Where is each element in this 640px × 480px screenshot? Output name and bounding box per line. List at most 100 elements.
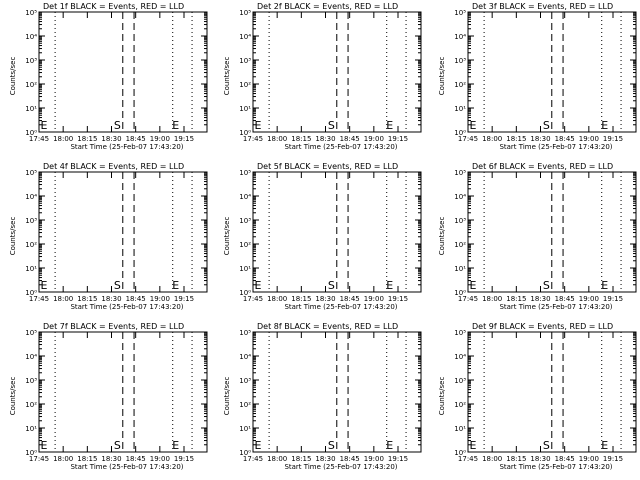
x-tick-label: 17:45 <box>29 135 49 143</box>
y-tick-label: 10¹ <box>25 425 37 433</box>
y-tick-label: 10⁵ <box>454 329 466 337</box>
y-tick-label: 10² <box>239 81 251 89</box>
y-tick-label: 10³ <box>454 377 466 385</box>
x-tick-label: 19:00 <box>150 455 170 463</box>
x-tick-label: 18:30 <box>530 135 550 143</box>
start-marker: S <box>114 279 121 292</box>
x-tick-label: 19:15 <box>174 295 194 303</box>
y-tick-label: 10¹ <box>25 265 37 273</box>
x-tick-label: 18:30 <box>101 135 121 143</box>
y-tick-label: 10⁰ <box>454 449 466 457</box>
y-tick-label: 10² <box>25 401 37 409</box>
plot-frame <box>252 331 422 453</box>
y-tick-label: 10¹ <box>239 265 251 273</box>
x-tick-label: 18:00 <box>482 455 502 463</box>
end-marker: E <box>386 439 393 452</box>
x-tick-label: 19:15 <box>603 135 623 143</box>
x-tick-label: 19:15 <box>388 135 408 143</box>
y-tick-label: 10¹ <box>239 425 251 433</box>
start-marker: S <box>543 439 550 452</box>
x-tick-label: 18:30 <box>315 135 335 143</box>
y-tick-label: 10⁴ <box>25 193 37 201</box>
y-tick-label: 10⁵ <box>25 169 37 177</box>
x-tick-label: 17:45 <box>458 295 478 303</box>
x-tick-label: 18:00 <box>267 135 287 143</box>
detector-panel-9: Det 9f BLACK = Events, RED = LLD 10⁰ 10¹ 10… <box>438 322 637 471</box>
x-tick-label: 19:00 <box>364 135 384 143</box>
x-tick-label: 17:45 <box>243 135 263 143</box>
plot-frame <box>38 171 208 293</box>
detector-panel-4: Det 4f BLACK = Events, RED = LLD 10⁰ 10¹ 10… <box>9 162 208 311</box>
y-tick-label: 10³ <box>239 377 251 385</box>
y-tick-label: 10² <box>454 401 466 409</box>
plot-frame <box>252 11 422 133</box>
edge-marker: E <box>470 279 477 292</box>
x-tick-label: 18:00 <box>267 455 287 463</box>
x-tick-label: 18:30 <box>101 455 121 463</box>
y-tick-label: 10¹ <box>454 265 466 273</box>
y-tick-label: 10⁰ <box>239 129 251 137</box>
edge-marker: E <box>255 279 262 292</box>
y-tick-label: 10² <box>454 241 466 249</box>
start-marker: S <box>543 119 550 132</box>
y-tick-label: 10⁴ <box>239 193 251 201</box>
x-tick-label: 18:30 <box>315 295 335 303</box>
x-axis-label: Start Time (25-Feb-07 17:43:20) <box>499 303 612 311</box>
x-tick-label: 18:45 <box>126 455 146 463</box>
y-tick-label: 10⁵ <box>239 329 251 337</box>
x-axis-label: Start Time (25-Feb-07 17:43:20) <box>70 303 183 311</box>
x-tick-label: 17:45 <box>458 135 478 143</box>
x-tick-label: 18:15 <box>291 295 311 303</box>
y-axis-label: Counts/sec <box>438 217 446 256</box>
start-marker: S <box>328 279 335 292</box>
detector-panel-2: Det 2f BLACK = Events, RED = LLD 10⁰ 10¹ 10… <box>223 2 422 151</box>
x-tick-label: 18:15 <box>291 135 311 143</box>
x-tick-label: 18:45 <box>340 455 360 463</box>
plot-frame <box>467 331 637 453</box>
y-tick-label: 10⁵ <box>25 329 37 337</box>
y-axis-label: Counts/sec <box>223 57 231 96</box>
y-axis-label: Counts/sec <box>9 377 17 416</box>
detector-panel-5: Det 5f BLACK = Events, RED = LLD 10⁰ 10¹ 10… <box>223 162 422 311</box>
start-marker: S <box>114 439 121 452</box>
x-tick-label: 18:15 <box>77 135 97 143</box>
panel-title: Det 5f BLACK = Events, RED = LLD <box>257 162 398 171</box>
x-tick-label: 18:45 <box>340 135 360 143</box>
x-tick-label: 17:45 <box>243 455 263 463</box>
y-tick-label: 10⁰ <box>454 289 466 297</box>
y-tick-label: 10⁴ <box>454 353 466 361</box>
detector-panel-3: Det 3f BLACK = Events, RED = LLD 10⁰ 10¹ 10… <box>438 2 637 151</box>
detector-panel-6: Det 6f BLACK = Events, RED = LLD 10⁰ 10¹ 10… <box>438 162 637 311</box>
x-axis-label: Start Time (25-Feb-07 17:43:20) <box>499 463 612 471</box>
y-tick-label: 10⁴ <box>25 33 37 41</box>
panel-title: Det 3f BLACK = Events, RED = LLD <box>472 2 613 11</box>
start-marker: S <box>114 119 121 132</box>
y-tick-label: 10⁰ <box>239 289 251 297</box>
y-tick-label: 10⁰ <box>25 449 37 457</box>
end-marker: E <box>172 279 179 292</box>
y-tick-label: 10² <box>239 241 251 249</box>
x-tick-label: 17:45 <box>29 295 49 303</box>
detector-panel-7: Det 7f BLACK = Events, RED = LLD 10⁰ 10¹ 10… <box>9 322 208 471</box>
plot-frame <box>467 11 637 133</box>
y-tick-label: 10¹ <box>239 105 251 113</box>
plot-frame <box>38 11 208 133</box>
x-tick-label: 19:00 <box>579 295 599 303</box>
x-tick-label: 19:00 <box>150 295 170 303</box>
x-tick-label: 19:00 <box>579 455 599 463</box>
start-marker: S <box>328 439 335 452</box>
end-marker: E <box>386 119 393 132</box>
y-tick-label: 10⁵ <box>25 9 37 17</box>
x-axis-label: Start Time (25-Feb-07 17:43:20) <box>284 463 397 471</box>
x-tick-label: 18:45 <box>555 295 575 303</box>
y-tick-label: 10³ <box>454 217 466 225</box>
x-tick-label: 19:00 <box>364 455 384 463</box>
x-tick-label: 19:15 <box>603 295 623 303</box>
y-axis-label: Counts/sec <box>438 377 446 416</box>
x-tick-label: 18:00 <box>482 295 502 303</box>
y-tick-label: 10² <box>25 81 37 89</box>
y-tick-label: 10⁵ <box>454 9 466 17</box>
end-marker: E <box>601 439 608 452</box>
end-marker: E <box>601 119 608 132</box>
